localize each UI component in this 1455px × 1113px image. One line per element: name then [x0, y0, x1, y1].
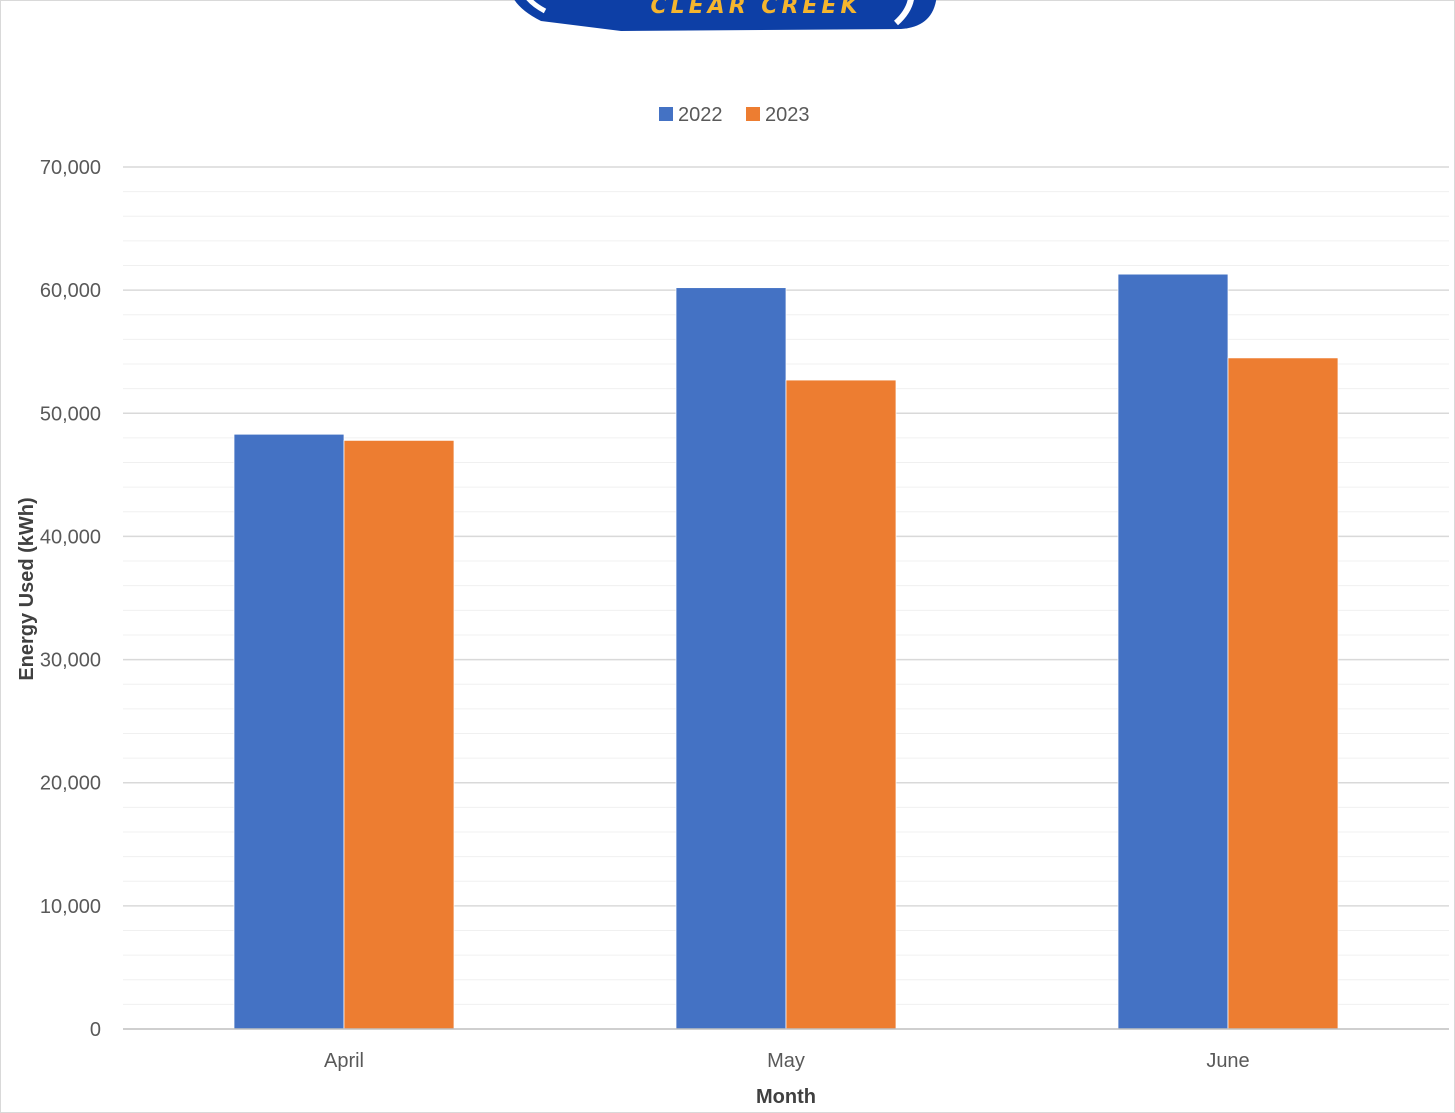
legend-swatch-2022 — [659, 107, 673, 121]
axes: 0 10,000 20,000 30,000 40,000 50,000 60,000 70,… — [40, 157, 1449, 1072]
legend: 2022 2023 — [659, 104, 810, 126]
y-tick-label: 50,000 — [40, 403, 101, 425]
bar-2023-may — [785, 379, 897, 1030]
y-tick-label: 20,000 — [40, 773, 101, 795]
bar-2022-may — [675, 287, 787, 1030]
y-tick-label: 60,000 — [40, 280, 101, 302]
y-tick-label: 10,000 — [40, 896, 101, 918]
y-tick-label: 30,000 — [40, 650, 101, 672]
x-tick-label: May — [767, 1050, 805, 1072]
legend-swatch-2023 — [746, 107, 760, 121]
x-tick-label: April — [324, 1050, 364, 1072]
legend-label-2022: 2022 — [678, 104, 723, 126]
y-tick-label: 40,000 — [40, 526, 101, 548]
x-axis-title: Month — [756, 1086, 816, 1108]
logo-text: CLEAR CREEK — [650, 0, 862, 19]
bar-2022-june — [1117, 273, 1229, 1030]
x-tick-label: June — [1206, 1050, 1249, 1072]
bar-2023-june — [1227, 357, 1339, 1030]
bars — [233, 273, 1339, 1030]
y-tick-label: 70,000 — [40, 157, 101, 179]
bar-2023-april — [343, 440, 455, 1030]
legend-label-2023: 2023 — [765, 104, 810, 126]
y-tick-label: 0 — [90, 1019, 101, 1041]
y-axis-title: Energy Used (kWh) — [16, 497, 38, 680]
bar-2022-april — [233, 433, 345, 1030]
clear-creek-logo — [514, 0, 937, 31]
